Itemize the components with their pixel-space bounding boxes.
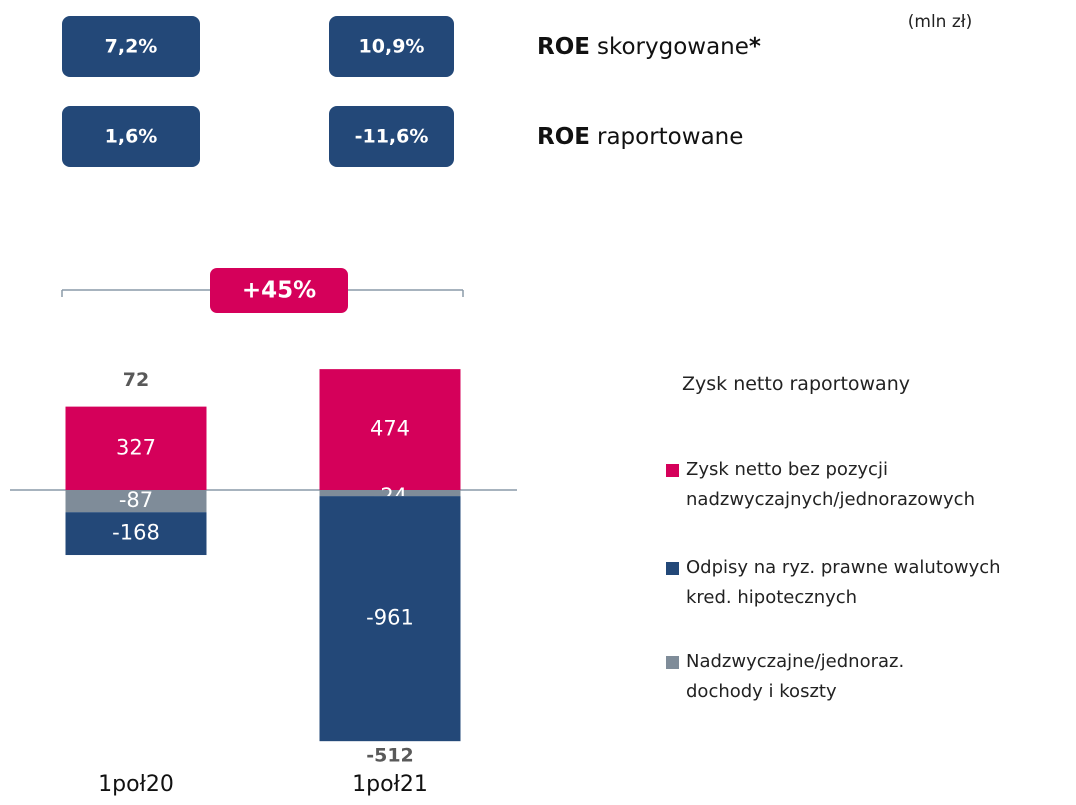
bar-segment: [65, 406, 207, 490]
roe-value: 7,2%: [105, 36, 158, 58]
total-label: -512: [366, 745, 414, 767]
roe-bold: ROE: [537, 124, 590, 150]
roe-box: [62, 16, 200, 77]
legend-label: Zysk netto bez pozycji nadzwyczajnych/je…: [686, 459, 975, 510]
roe-box: [62, 106, 200, 167]
roe-mark: *: [749, 34, 761, 60]
roe-bold: ROE: [537, 34, 590, 60]
roe-value: 1,6%: [105, 126, 158, 148]
roe-label: ROE raportowane: [537, 124, 743, 150]
roe-box: [329, 106, 454, 167]
bar-segment: [319, 369, 461, 490]
bar-label: 327: [116, 435, 156, 459]
roe-value: 10,9%: [359, 36, 425, 58]
bar-segment: [319, 496, 461, 742]
roe-text: raportowane: [597, 124, 743, 150]
bar-label: 474: [370, 417, 410, 441]
bar-segment: [65, 490, 207, 513]
unit: (mln zł): [908, 12, 972, 32]
legend-label: Odpisy na ryz. prawne walutowych kred. h…: [686, 557, 1001, 608]
bar-label: -168: [112, 521, 160, 545]
legend-swatch: [666, 464, 679, 477]
roe-box: [329, 16, 454, 77]
bar-segment: [65, 512, 207, 556]
bar-label: -961: [366, 606, 414, 630]
legend-label: Nadzwyczajne/jednoraz. dochody i koszty: [686, 651, 905, 702]
legend-swatch: [666, 562, 679, 575]
roe-value: -11,6%: [355, 126, 429, 148]
bar-label: -87: [119, 488, 153, 512]
bar-segment: [319, 490, 461, 497]
x-tick-label: 1poł21: [352, 772, 428, 797]
change-badge: [210, 268, 348, 313]
roe-label: ROE skorygowane*: [537, 34, 761, 60]
change-label: +45%: [242, 278, 316, 304]
legend-swatch: [666, 656, 679, 669]
total-label: 72: [123, 369, 149, 391]
roe-text: skorygowane: [597, 34, 749, 60]
totals-legend: Zysk netto raportowany: [682, 373, 910, 395]
x-tick-label: 1poł20: [98, 772, 174, 797]
